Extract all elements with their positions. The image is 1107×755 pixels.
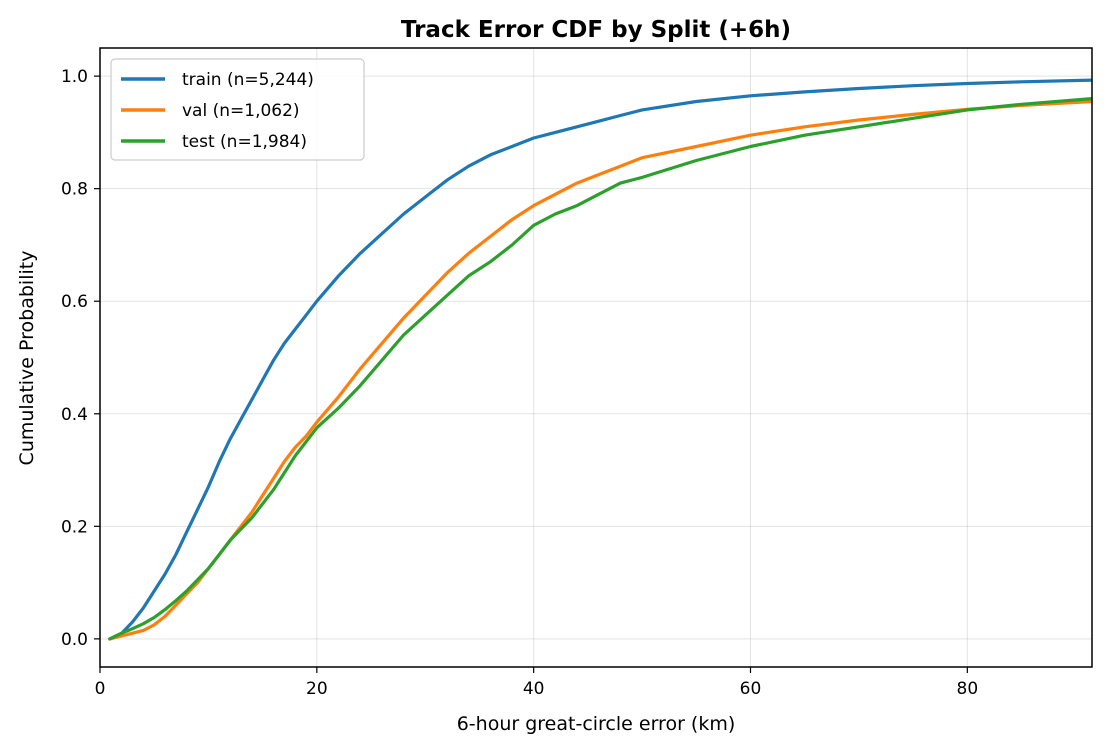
series-line-test: [108, 96, 1092, 641]
x-axis-label: 6-hour great-circle error (km): [457, 713, 736, 735]
y-tick-label: 0.6: [61, 292, 88, 312]
y-tick-label: 0.4: [61, 405, 88, 425]
y-tick-label: 0.0: [61, 630, 88, 650]
series-line-val: [108, 99, 1092, 641]
y-axis-label: Cumulative Probability: [16, 251, 38, 466]
chart-title: Track Error CDF by Split (+6h): [401, 17, 791, 43]
tick-layer: 0 20 40 60 80 0.0 0.2 0.4 0.6 0.8 1.0: [61, 67, 978, 699]
legend-label-val: val (n=1,062): [182, 101, 300, 121]
x-tick-label: 20: [306, 679, 328, 699]
series-line-train: [108, 78, 1092, 641]
x-tick-label: 0: [95, 679, 106, 699]
plot-frame: [99, 47, 1093, 668]
x-tick-label: 60: [740, 679, 762, 699]
x-tick-label: 40: [523, 679, 545, 699]
legend-box: [110, 58, 365, 161]
legend-label-test: test (n=1,984): [182, 132, 307, 152]
y-tick-label: 1.0: [61, 67, 88, 87]
y-tick-label: 0.8: [61, 180, 88, 200]
series-layer: [108, 78, 1092, 641]
x-tick-label: 80: [957, 679, 979, 699]
y-tick-label: 0.2: [61, 517, 88, 537]
legend: train (n=5,244) val (n=1,062) test (n=1,…: [110, 58, 365, 161]
legend-label-train: train (n=5,244): [182, 70, 314, 90]
